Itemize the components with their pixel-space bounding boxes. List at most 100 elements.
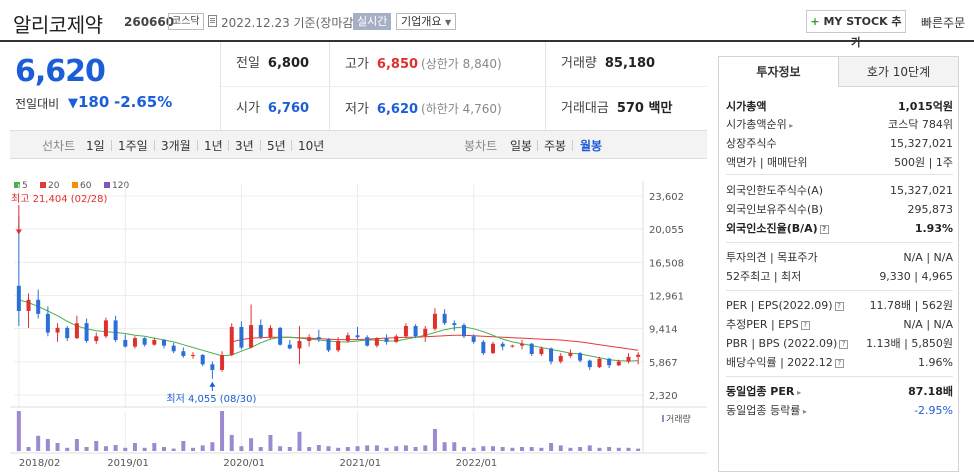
- calendar-icon: [208, 15, 217, 27]
- realtime-button[interactable]: 실시간: [353, 13, 392, 30]
- help-icon[interactable]: ?: [800, 320, 810, 330]
- volume-bar: [578, 447, 583, 451]
- info-row[interactable]: 외국인소진율(B/A)? 1.93%: [726, 220, 953, 238]
- divider: [260, 140, 261, 151]
- candle-body: [510, 345, 515, 347]
- quote-low: 저가 6,620 (하한가 4,760): [329, 86, 545, 130]
- volume-bar: [268, 435, 273, 451]
- x-tick-label: 2018/02: [19, 458, 61, 469]
- chevron-right-icon[interactable]: ▸: [786, 121, 794, 130]
- add-mystock-button[interactable]: + MY STOCK 추가: [806, 10, 906, 49]
- volume-bar: [452, 442, 457, 451]
- volume-bar: [326, 446, 331, 451]
- section-divider: [726, 242, 953, 243]
- info-row: 외국인보유주식수(B) 295,873: [726, 201, 953, 219]
- tab-investment-info[interactable]: 투자정보: [718, 56, 839, 87]
- period-1d[interactable]: 1일: [86, 139, 105, 153]
- volume-bar: [626, 447, 631, 451]
- volume-bar: [307, 447, 312, 451]
- down-arrow-icon: ▼: [68, 96, 78, 111]
- candle-body: [491, 343, 496, 354]
- period-3y[interactable]: 3년: [235, 139, 254, 153]
- quote-value: 85,180: [604, 56, 656, 71]
- candle-body: [529, 343, 534, 355]
- help-icon[interactable]: ?: [839, 339, 849, 349]
- price-chart[interactable]: 5 20 60 120 23,602 20,055 16,508 12,961 9,414 5,8…: [10, 159, 707, 472]
- y-tick-label: 16,508: [649, 258, 684, 269]
- info-row[interactable]: 시가총액순위 ▸ 코스닥 784위: [726, 116, 953, 134]
- candle-body: [103, 320, 108, 337]
- change-percent: -2.65%: [114, 93, 173, 111]
- info-row[interactable]: 배당수익률 | 2022.12? 1.96%: [726, 354, 953, 372]
- volume-bar: [113, 445, 118, 451]
- candle-body: [636, 354, 641, 357]
- company-info-dropdown[interactable]: 기업개요 ▼: [396, 13, 457, 30]
- candle-body: [84, 323, 89, 341]
- y-tick-label: 2,320: [649, 391, 678, 402]
- quote-label: 시가: [236, 101, 260, 116]
- low-annotation: 최저 4,055 (08/30): [166, 393, 256, 405]
- divider: [228, 140, 229, 151]
- candle-body: [607, 358, 612, 366]
- current-price-panel: 6,620 전일대비 ▼180 -2.65%: [10, 42, 220, 130]
- volume-bar: [287, 447, 292, 451]
- info-value: 15,327,021: [890, 184, 953, 197]
- candlestick-chart-svg[interactable]: 5 20 60 120 23,602 20,055 16,508 12,961 9,414 5,8…: [10, 159, 707, 472]
- high-annotation: 최고 21,404 (02/28): [11, 193, 107, 205]
- volume-bar: [336, 447, 341, 451]
- info-row: 외국인한도주식수(A) 15,327,021: [726, 182, 953, 200]
- candle-daily[interactable]: 일봉: [510, 139, 533, 153]
- candle-body: [307, 337, 312, 341]
- lower-limit: (하한가 4,760): [421, 102, 502, 116]
- divider: [154, 140, 155, 151]
- candle-body: [191, 354, 196, 356]
- help-icon[interactable]: ?: [819, 224, 829, 234]
- help-icon[interactable]: ?: [834, 358, 844, 368]
- info-label: 배당수익률 | 2022.12?: [726, 354, 844, 372]
- candle-body: [520, 343, 525, 346]
- quote-open: 시가 6,760: [221, 86, 329, 130]
- add-mystock-label: MY STOCK 추가: [823, 15, 902, 49]
- candle-weekly[interactable]: 주봉: [544, 139, 567, 153]
- candle-body: [365, 337, 370, 346]
- volume-bar: [36, 435, 41, 451]
- info-row[interactable]: PER | EPS(2022.09)? 11.78배 | 562원: [726, 297, 953, 315]
- info-row[interactable]: 동일업종 등락률 ▸ -2.95%: [726, 402, 953, 420]
- period-1y[interactable]: 1년: [204, 139, 223, 153]
- chevron-right-icon[interactable]: ▸: [794, 388, 802, 397]
- info-value: 9,330 | 4,965: [879, 270, 953, 283]
- info-value: 1.96%: [918, 356, 953, 369]
- info-row[interactable]: 동일업종 PER ▸ 87.18배: [726, 383, 953, 401]
- info-value: 1.93%: [914, 222, 953, 235]
- quote-high: 고가 6,850 (상한가 8,840): [329, 42, 541, 86]
- volume-bar: [481, 446, 486, 451]
- candle-body: [394, 336, 399, 342]
- volume-bar: [45, 439, 50, 451]
- volume-bar: [84, 447, 89, 451]
- candle-chart-label: 봉차트: [464, 139, 498, 153]
- volume-bar: [297, 431, 302, 451]
- candle-body: [558, 355, 563, 362]
- tab-orderbook-10[interactable]: 호가 10단계: [838, 56, 959, 87]
- divider: [537, 140, 538, 151]
- period-1w[interactable]: 1주일: [118, 139, 148, 153]
- y-tick-label: 23,602: [649, 192, 684, 203]
- candle-body: [384, 338, 389, 342]
- period-10y[interactable]: 10년: [298, 139, 325, 153]
- info-row[interactable]: 추정PER | EPS? N/A | N/A: [726, 316, 953, 334]
- volume-bar: [16, 411, 21, 451]
- divider: [572, 140, 573, 151]
- volume-bar: [152, 443, 157, 451]
- quick-order-link[interactable]: 빠른주문: [921, 16, 966, 30]
- chevron-right-icon[interactable]: ▸: [800, 407, 807, 416]
- help-icon[interactable]: ?: [834, 301, 844, 311]
- period-5y[interactable]: 5년: [267, 139, 286, 153]
- info-row: 상장주식수 15,327,021: [726, 135, 953, 153]
- info-label: 외국인한도주식수(A): [726, 184, 824, 197]
- period-3m[interactable]: 3개월: [161, 139, 191, 153]
- candle-body: [268, 327, 273, 338]
- info-row[interactable]: PBR | BPS (2022.09)? 1.13배 | 5,850원: [726, 335, 953, 353]
- volume-bar: [249, 438, 254, 451]
- candle-monthly[interactable]: 월봉: [580, 139, 603, 153]
- info-label: 추정PER | EPS?: [726, 316, 810, 334]
